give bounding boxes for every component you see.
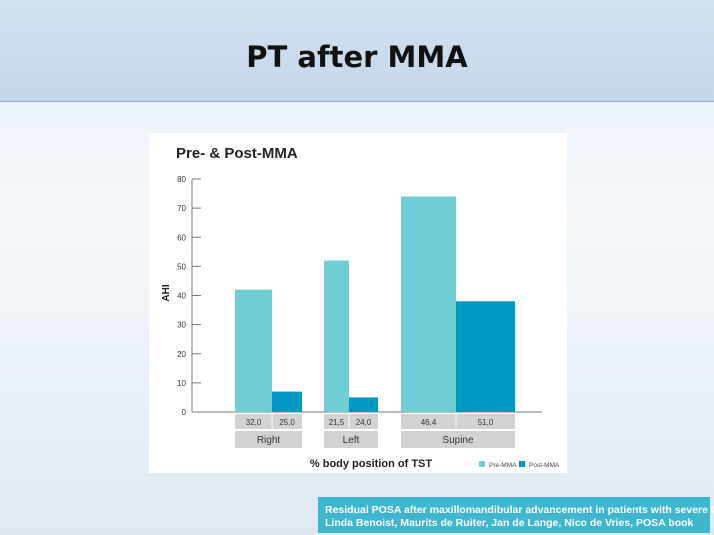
- category-label: Right: [257, 435, 281, 446]
- chart-panel: Pre- & Post-MMA 0 10 20 30 40 50 60 70 80 AHI 32,0 2…: [149, 133, 567, 473]
- citation-line-1: Residual POSA after maxillomandibular ad…: [325, 504, 714, 516]
- y-axis-label: AHI: [161, 284, 172, 301]
- slide-title: PT after MMA: [246, 40, 468, 74]
- bar-pre-mma: [401, 196, 456, 412]
- pct-label-box: [235, 414, 302, 429]
- chart-title: Pre- & Post-MMA: [176, 145, 298, 162]
- pct-label-post: 25,0: [279, 418, 295, 427]
- title-banner: PT after MMA: [0, 0, 714, 102]
- y-tick-label: 50: [177, 262, 186, 271]
- bar-post-mma: [272, 391, 302, 412]
- legend-label-post: Post-MMA: [529, 462, 560, 469]
- pct-label-pre: 46,4: [421, 418, 437, 427]
- bar-post-mma: [456, 301, 515, 412]
- pct-label-box: [324, 414, 378, 429]
- pct-label-pre: 32,0: [246, 418, 262, 427]
- category-label: Left: [343, 435, 360, 446]
- y-tick-label: 80: [177, 175, 186, 184]
- pct-label-pre: 21,5: [329, 418, 345, 427]
- citation-line-2: Linda Benoist, Maurits de Ruiter, Jan de…: [325, 517, 694, 529]
- y-tick-label: 70: [177, 204, 186, 213]
- pct-label-box: [401, 414, 515, 429]
- legend-swatch-pre: [479, 461, 485, 467]
- legend-swatch-post: [519, 461, 525, 467]
- pct-label-post: 51,0: [478, 418, 494, 427]
- bar-pre-mma: [324, 260, 349, 412]
- citation-box: Residual POSA after maxillomandibular ad…: [318, 497, 714, 533]
- x-axis-label: % body position of TST: [310, 458, 432, 470]
- y-tick-label: 0: [182, 408, 187, 417]
- y-tick-label: 10: [177, 379, 186, 388]
- bar-pre-mma: [235, 289, 272, 412]
- category-label-box: [324, 431, 378, 448]
- category-label-box: [401, 431, 515, 448]
- category-label-box: [235, 431, 302, 448]
- ahi-bar-chart: Pre- & Post-MMA 0 10 20 30 40 50 60 70 80 AHI 32,0 2…: [161, 145, 560, 470]
- y-tick-label: 40: [177, 292, 186, 301]
- legend-label-pre: Pre-MMA: [489, 462, 517, 469]
- bar-post-mma: [349, 397, 378, 412]
- y-tick-label: 60: [177, 233, 186, 242]
- y-tick-label: 20: [177, 350, 186, 359]
- pct-label-post: 24,0: [356, 418, 372, 427]
- y-tick-label: 30: [177, 321, 186, 330]
- category-label: Supine: [442, 435, 474, 446]
